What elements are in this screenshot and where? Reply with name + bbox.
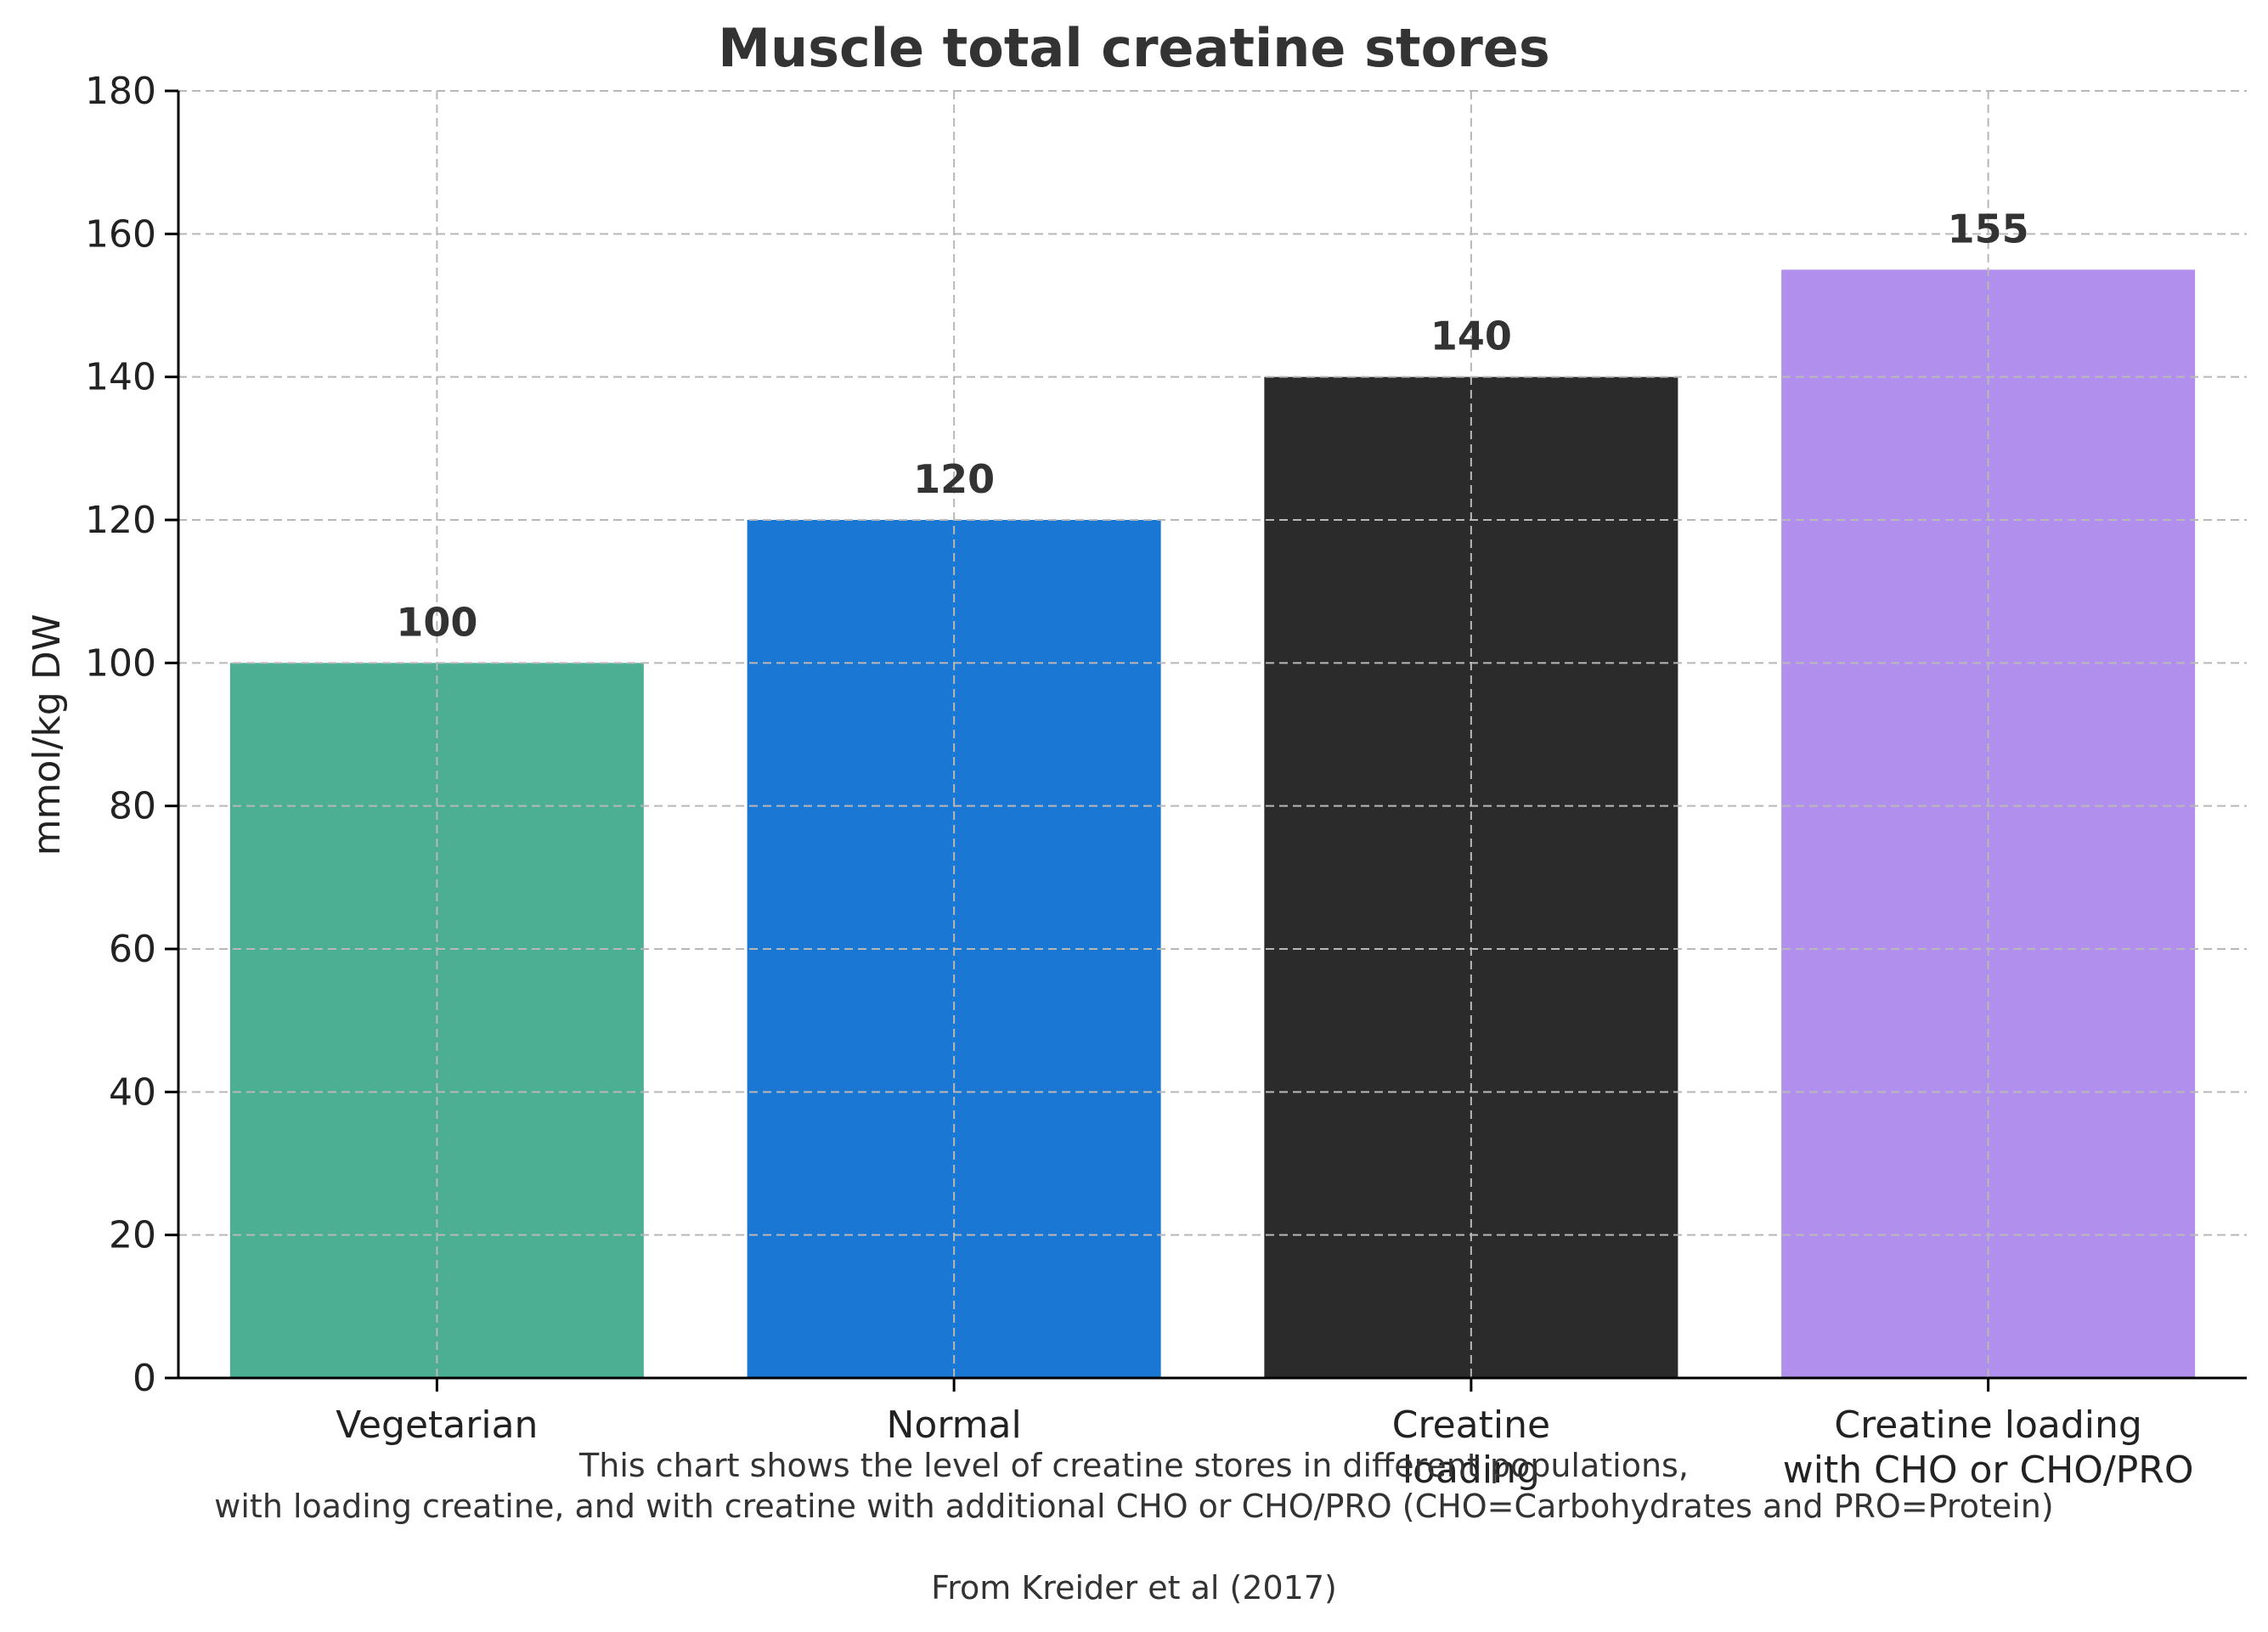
x-tick-label: Vegetarian [336, 1403, 538, 1447]
caption-source: From Kreider et al (2017) [931, 1569, 1337, 1607]
value-label: 100 [396, 599, 477, 645]
value-label: 155 [1948, 206, 2029, 251]
y-tick-label: 40 [109, 1070, 156, 1114]
y-ticks: 0 20 40 60 80 100 120 140 160 180 [85, 70, 178, 1400]
grid-lines [178, 90, 2247, 1378]
axes [177, 91, 2247, 1380]
y-tick-label: 160 [85, 212, 156, 256]
y-tick-label: 180 [85, 70, 156, 113]
caption-line-1: This chart shows the level of creatine s… [578, 1447, 1689, 1484]
y-tick-label: 100 [85, 641, 156, 685]
x-ticks: Vegetarian Normal Creatine loading Creatine … [336, 1378, 2194, 1492]
x-tick-label: Normal [887, 1403, 1022, 1447]
y-tick-label: 60 [109, 928, 156, 971]
y-tick-label: 120 [85, 499, 156, 542]
value-labels: 100 120 140 155 [396, 206, 2028, 645]
y-tick-label: 20 [109, 1214, 156, 1257]
value-label: 140 [1430, 313, 1512, 359]
x-tick-label: Creatine loading [1392, 1403, 1550, 1492]
y-tick-label: 140 [85, 356, 156, 399]
value-label: 120 [913, 456, 995, 502]
y-tick-label: 0 [133, 1357, 156, 1400]
caption-line-2: with loading creatine, and with creatine… [214, 1488, 2053, 1525]
y-axis-label: mmol/kg DW [25, 614, 69, 856]
chart-title: Muscle total creatine stores [718, 17, 1549, 79]
bars [229, 269, 2196, 1379]
x-tick-label: Creatine loading with CHO or CHO/PRO [1783, 1403, 2194, 1492]
y-tick-label: 80 [109, 785, 156, 828]
